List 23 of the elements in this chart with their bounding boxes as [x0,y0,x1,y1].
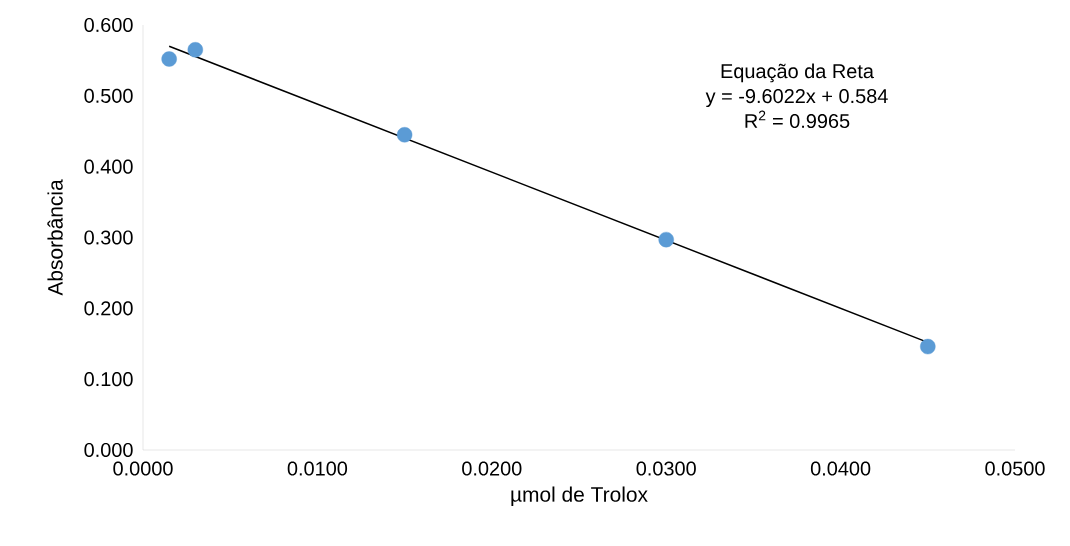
y-axis-title: Absorbância [47,179,63,296]
y-tick-label: 0.400 [84,159,133,174]
y-tick-label: 0.000 [84,442,133,458]
point [187,42,204,58]
x-tick-label: 0.0500 [985,461,1045,476]
x-axis-title: µmol de Trolox [511,486,648,506]
x-tick-label: 0.0200 [462,461,522,476]
x-tick-label: 0.0000 [113,461,173,476]
x-tick-label: 0.0300 [636,461,696,476]
y-tick-label: 0.100 [84,372,133,387]
annotation: Equação da Reta [721,63,874,83]
point [396,127,413,143]
point [161,51,177,67]
y-tick-label: 0.200 [84,301,133,316]
x-tick-label: 0.0400 [810,461,871,476]
point [920,338,936,355]
point [658,231,674,248]
y-tick-label: 0.600 [84,17,133,33]
y-tick-label: 0.300 [84,230,133,245]
annotation: y = -9.6022x + 0.584 [705,89,888,108]
annotation: R$^{2}$ = 0.9965 [745,110,850,129]
x-tick-label: 0.0100 [287,461,348,476]
y-tick-label: 0.500 [84,88,133,103]
